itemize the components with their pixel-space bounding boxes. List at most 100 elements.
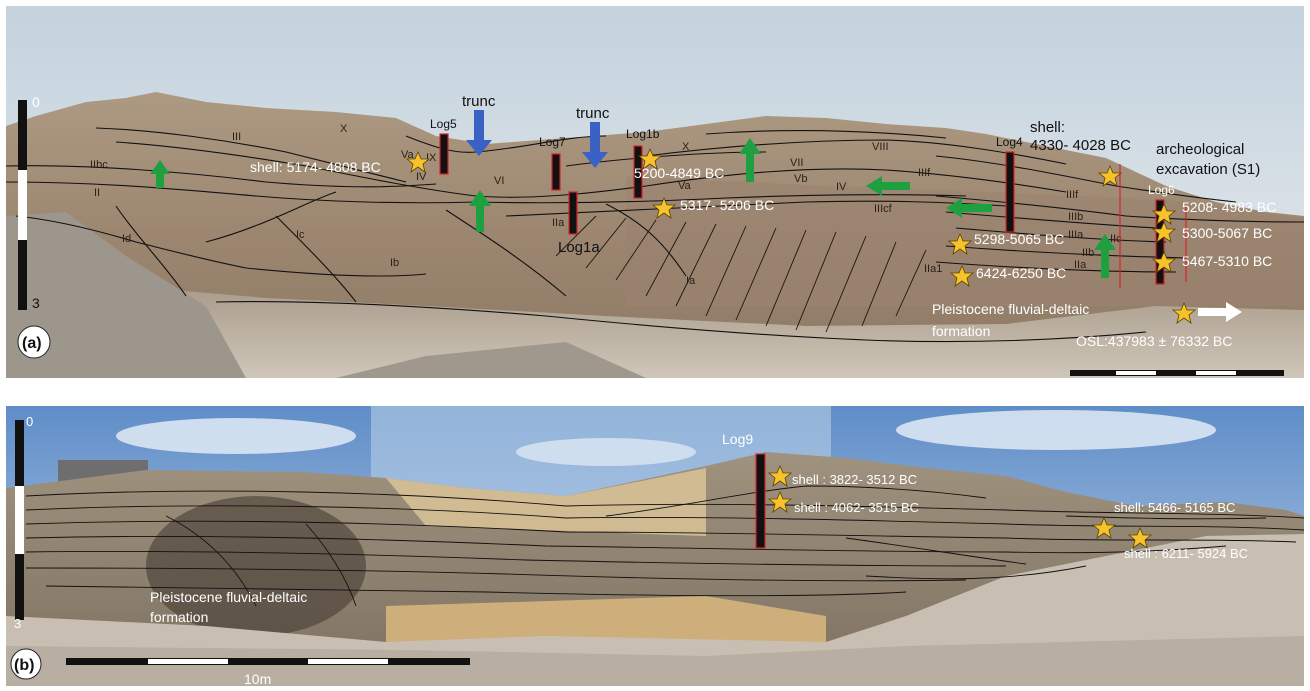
date-label: shell : 4062- 3515 BC: [794, 500, 919, 515]
green-arrow-up-icon: [150, 160, 170, 188]
log-label: Log5: [430, 117, 457, 131]
date-label: OSL:437983 ± 76332 BC: [1076, 333, 1232, 349]
star-icon: [1097, 164, 1123, 187]
unit-label: X: [340, 123, 348, 135]
unit-label: IX: [426, 152, 437, 164]
sample-stars: [405, 147, 1197, 324]
panel-b-label: (b): [14, 657, 34, 674]
log-bar: [439, 133, 449, 175]
date-label: 5467-5310 BC: [1182, 253, 1272, 269]
unit-label: VI: [494, 175, 504, 187]
scale-top-label: 0: [26, 414, 33, 429]
log-bar: [1005, 151, 1015, 233]
unit-labels: III X IX Va IV IIbc II Id Ic Ib VI IIa V…: [90, 123, 1122, 287]
green-arrow-up-icon: [1094, 234, 1116, 278]
unit-label: VII: [790, 157, 803, 169]
scale-bottom-label: 3: [14, 616, 21, 631]
scale-bar-horizontal: [66, 658, 470, 665]
scale-top-label: 0: [32, 94, 40, 110]
star-icon: [767, 464, 793, 487]
scale-bar-horizontal: [1070, 370, 1284, 376]
unit-label: Ia: [686, 275, 696, 287]
formation-label: Pleistocene fluvial-deltaic: [150, 589, 307, 605]
date-label: shell : 3822- 3512 BC: [792, 472, 917, 487]
formation-label: formation: [150, 609, 208, 625]
log-bar: [568, 191, 578, 235]
star-icon: [1091, 516, 1117, 539]
unit-label: IIa: [1074, 259, 1087, 271]
date-label: shell:: [1030, 119, 1065, 136]
date-label: 5200-4849 BC: [634, 165, 724, 181]
log-bar: [1155, 199, 1165, 285]
scale-bottom-label: 3: [32, 295, 40, 311]
unit-label: X: [682, 141, 690, 153]
green-left-arrows: [866, 176, 992, 218]
foreset-lines: [555, 215, 927, 333]
panel-b-svg: 0 3 10m (b) Log9 shell : 3822- 3512 BC s…: [6, 406, 1305, 687]
panel-a-label: (a): [22, 335, 42, 352]
unit-label: IIIa: [1068, 229, 1084, 241]
star-icon: [1151, 220, 1177, 243]
unit-label: IIIf: [1066, 189, 1079, 201]
date-label: 5317- 5206 BC: [680, 197, 774, 213]
blue-arrows: [466, 110, 608, 168]
stratigraphic-contacts: [5, 127, 1305, 343]
unit-label: Ic: [296, 229, 305, 241]
log-label: Log9: [722, 431, 753, 447]
date-label: 6424-6250 BC: [976, 265, 1066, 281]
date-label: shell : 6211- 5924 BC: [1124, 546, 1248, 561]
white-arrow-right-icon: [1198, 302, 1242, 322]
unit-label: VIII: [872, 141, 889, 153]
star-icon: [1151, 250, 1177, 273]
blue-arrow-down-icon: [466, 110, 492, 156]
trunc-label: trunc: [462, 93, 496, 110]
unit-label: IIa: [552, 217, 565, 229]
scale-bar-label: 10m: [244, 671, 271, 686]
log-label: Log7: [539, 135, 566, 149]
star-icon: [1127, 526, 1153, 549]
unit-label: II: [94, 187, 100, 199]
unit-label: IIb: [1082, 247, 1094, 259]
star-icon: [1151, 202, 1177, 225]
unit-label: IIc: [1110, 233, 1122, 245]
unit-label: Vb: [794, 173, 807, 185]
star-icon: [949, 264, 975, 287]
date-label: 4330- 4028 BC: [1030, 137, 1131, 154]
date-label: 5298-5065 BC: [974, 231, 1064, 247]
excavation-label: archeological: [1156, 141, 1244, 158]
panel-a-svg: 0 3 10m (a) III X IX Va IV IIbc II Id Ic…: [5, 6, 1305, 400]
log-columns: [439, 133, 1187, 288]
date-label: 5208- 4983 BC: [1182, 199, 1276, 215]
unit-label: IIbc: [90, 159, 108, 171]
unit-label: IIIb: [1068, 211, 1083, 223]
star-icon: [651, 196, 677, 219]
log-bar: [755, 453, 766, 549]
star-icon: [947, 232, 973, 255]
blue-arrow-down-icon: [582, 122, 608, 168]
unit-label: IV: [836, 181, 847, 193]
log-label: Log6: [1148, 183, 1175, 197]
stratigraphic-contacts: [25, 485, 1305, 607]
panel-b-photo: 0 3 10m (b) Log9 shell : 3822- 3512 BC s…: [6, 406, 1305, 687]
unit-label: IIa1: [924, 263, 942, 275]
star-icon: [405, 150, 431, 173]
green-arrow-left-icon: [946, 198, 992, 218]
log-label: Log4: [996, 135, 1023, 149]
green-arrow-up-icon: [469, 190, 491, 232]
sample-stars: [767, 464, 1153, 549]
excavation-label: excavation (S1): [1156, 161, 1260, 178]
log-label: Log1a: [558, 239, 600, 256]
unit-label: Id: [122, 233, 131, 245]
date-label: 5300-5067 BC: [1182, 225, 1272, 241]
date-label: shell: 5174- 4808 BC: [250, 159, 381, 175]
unit-label: III: [232, 131, 241, 143]
unit-label: IIIf: [918, 167, 931, 179]
date-label: shell: 5466- 5165 BC: [1114, 500, 1235, 515]
green-arrow-left-icon: [866, 176, 910, 196]
unit-label: IIIcf: [874, 203, 893, 215]
panel-a-photo: 0 3 10m (a) III X IX Va IV IIbc II Id Ic…: [5, 6, 1305, 400]
unit-label: Ib: [390, 257, 399, 269]
star-icon: [637, 147, 663, 170]
formation-label: formation: [932, 323, 990, 339]
green-up-arrows: [150, 138, 1116, 278]
